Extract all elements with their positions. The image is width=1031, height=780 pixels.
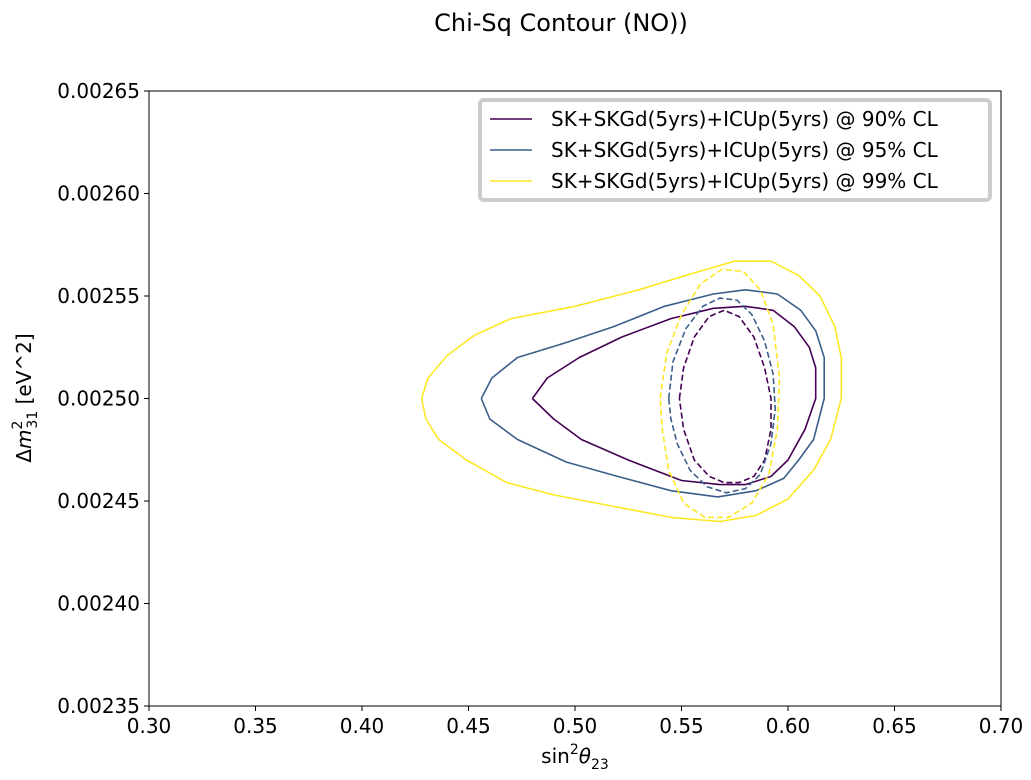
legend-box bbox=[478, 98, 992, 202]
x-axis-label: sin2θ23 bbox=[541, 742, 609, 773]
contour-line-1 bbox=[531, 305, 817, 486]
chart-title: Chi-Sq Contour (NO)) bbox=[434, 9, 688, 37]
y-axis-label: Δm231 [eV^2] bbox=[10, 333, 41, 462]
data-layer bbox=[420, 260, 843, 523]
y-tick-label: 0.00250 bbox=[57, 387, 140, 411]
y-tick-label: 0.00240 bbox=[57, 592, 140, 616]
legend: SK+SKGd(5yrs)+ICUp(5yrs) @ 90% CL SK+SKGd… bbox=[478, 98, 992, 202]
axes-layer: 0.30 0.35 0.40 0.45 0.50 0.55 0.60 0.65 0.70 0.00… bbox=[57, 79, 1023, 738]
x-tick-label: 0.55 bbox=[659, 714, 704, 738]
legend-label: SK+SKGd(5yrs)+ICUp(5yrs) @ 95% CL bbox=[551, 138, 939, 162]
x-tick-label: 0.50 bbox=[553, 714, 598, 738]
x-tick-label: 0.35 bbox=[233, 714, 278, 738]
legend-label: SK+SKGd(5yrs)+ICUp(5yrs) @ 99% CL bbox=[551, 169, 939, 193]
x-tick-label: 0.45 bbox=[446, 714, 491, 738]
y-tick-label: 0.00265 bbox=[57, 79, 140, 103]
dashed-contour-1 bbox=[678, 309, 772, 484]
contour-line-3 bbox=[420, 260, 843, 523]
x-tick-label: 0.65 bbox=[872, 714, 917, 738]
y-tick-label: 0.00260 bbox=[57, 182, 140, 206]
contour-line-2 bbox=[480, 289, 825, 498]
y-tick-label: 0.00235 bbox=[57, 694, 140, 718]
x-tick-label: 0.40 bbox=[340, 714, 385, 738]
dashed-contour-3 bbox=[659, 268, 781, 519]
y-tick-label: 0.00245 bbox=[57, 489, 140, 513]
y-tick-label: 0.00255 bbox=[57, 284, 140, 308]
plot-frame bbox=[148, 90, 1002, 707]
x-tick-label: 0.30 bbox=[127, 714, 172, 738]
legend-label: SK+SKGd(5yrs)+ICUp(5yrs) @ 90% CL bbox=[551, 107, 939, 131]
dashed-contour-2 bbox=[667, 297, 777, 494]
x-tick-label: 0.70 bbox=[979, 714, 1024, 738]
x-tick-label: 0.60 bbox=[766, 714, 811, 738]
